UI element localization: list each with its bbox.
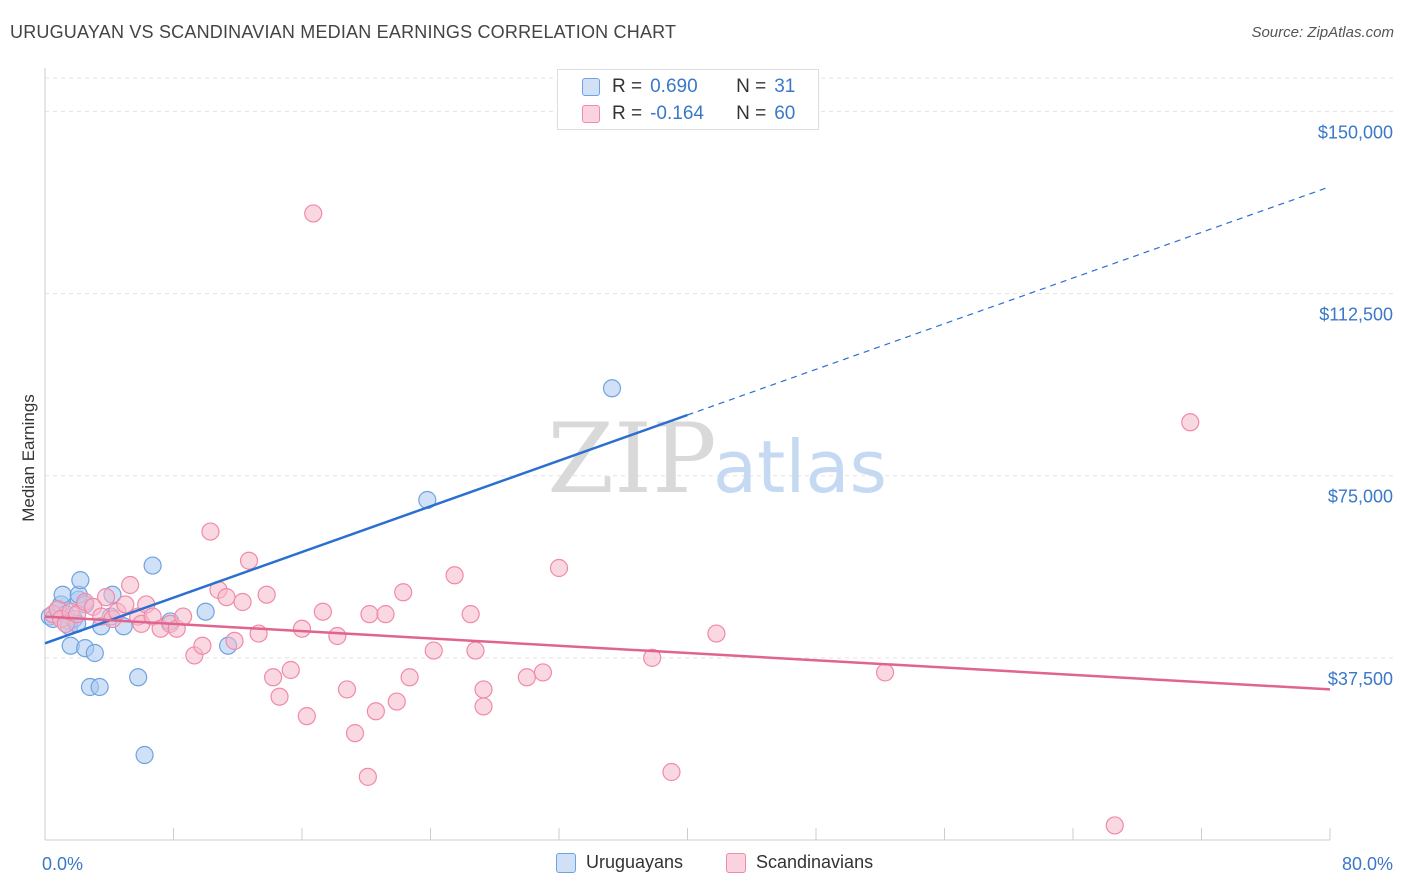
trend-extension-uruguayans [687,186,1331,416]
data-point-scandinavians [233,592,252,612]
trend-line-uruguayans [44,413,688,645]
data-point-scandinavians [225,631,244,650]
data-point-scandinavians [96,588,116,607]
data-point-scandinavians [1181,413,1200,432]
stats-legend: R = 0.690 N = 31 R = -0.164 N = 60 [557,69,819,130]
series-uruguayans [40,379,622,765]
data-point-scandinavians [337,680,357,699]
data-point-scandinavians [174,607,193,626]
data-point-scandinavians [662,762,681,782]
legend-label-scandinavians: Scandinavians [756,852,874,872]
data-point-scandinavians [257,585,276,604]
data-point-scandinavians [116,595,135,614]
data-point-uruguayans [71,571,90,590]
data-point-scandinavians [360,605,379,624]
legend-row-uruguayans: R = 0.690 N = 31 [582,74,795,100]
data-point-scandinavians [400,668,419,687]
watermark: ZIP atlas [547,403,887,515]
legend-item-scandinavians[interactable]: Scandinavians [726,852,873,873]
x-tick-label-max: 80.0% [1342,854,1393,874]
data-point-scandinavians [313,602,332,621]
data-point-scandinavians [466,641,485,660]
points-layer [40,204,1200,835]
y-tick-label: $37,500 [1328,669,1393,689]
data-point-scandinavians [387,692,406,711]
data-point-scandinavians [328,626,347,646]
data-point-scandinavians [875,663,895,682]
y-tick-label: $75,000 [1328,487,1393,507]
data-point-scandinavians [1105,816,1124,835]
legend-r-label: R = [612,103,643,124]
legend-swatch-scandinavians [726,852,746,873]
data-point-scandinavians [292,619,312,638]
chart-title: URUGUAYAN VS SCANDINAVIAN MEDIAN EARNING… [10,22,677,42]
data-point-scandinavians [366,702,385,721]
data-point-scandinavians [517,668,536,687]
data-point-scandinavians [445,566,464,585]
data-point-scandinavians [297,707,316,726]
legend-row-scandinavians: R = -0.164 N = 60 [582,101,795,127]
trend-line-scandinavians [44,615,1331,691]
data-point-scandinavians [549,558,569,578]
legend-r-label: R = [612,76,643,97]
y-tick-label: $112,500 [1319,305,1393,325]
data-point-uruguayans [135,745,154,765]
data-point-scandinavians [424,641,443,660]
legend-label-uruguayans: Uruguayans [586,852,684,872]
data-point-scandinavians [263,668,283,687]
data-point-scandinavians [461,605,480,624]
data-point-scandinavians [474,680,493,699]
data-point-scandinavians [643,648,662,667]
data-point-scandinavians [239,551,259,570]
legend-r-value: -0.164 [650,103,704,124]
data-point-scandinavians [394,583,413,602]
data-point-scandinavians [121,575,140,595]
y-axis-title: Median Earnings [19,394,38,522]
chart-source: Source: ZipAtlas.com [1251,24,1394,41]
legend-swatch-uruguayans [582,78,600,96]
y-tick-label: $150,000 [1318,122,1393,142]
legend-r-value: 0.690 [650,76,698,97]
data-point-scandinavians [376,605,395,624]
data-point-scandinavians [193,636,212,655]
series-scandinavians [43,204,1200,835]
watermark-atlas: atlas [713,425,887,509]
data-point-uruguayans [143,556,162,575]
legend-n-value: 60 [774,103,796,124]
axis-layer [44,68,1331,841]
data-point-scandinavians [474,697,493,716]
legend-n-value: 31 [774,76,796,97]
data-point-scandinavians [217,588,236,607]
data-point-scandinavians [345,724,365,743]
label-layer: $37,500 $75,000 $112,500 $150,000 0.0% 80.0% M… [19,122,1393,874]
legend-n-label: N = [736,76,767,97]
data-point-scandinavians [304,204,323,223]
legend-swatch-scandinavians [582,105,600,123]
legend-item-uruguayans[interactable]: Uruguayans [556,852,683,873]
legend-swatch-uruguayans [556,852,576,873]
series-legend: Uruguayans Scandinavians [0,852,1406,878]
watermark-zip: ZIP [547,403,716,515]
data-point-uruguayans [85,643,104,663]
data-point-scandinavians [358,767,377,786]
data-point-scandinavians [707,624,726,643]
data-point-scandinavians [533,663,553,682]
data-point-uruguayans [90,677,109,697]
data-point-uruguayans [602,379,622,398]
data-point-scandinavians [281,660,300,680]
data-point-uruguayans [129,668,148,687]
trend-layer [44,186,1331,691]
data-point-scandinavians [270,687,289,706]
data-point-uruguayans [196,602,215,621]
legend-n-label: N = [736,103,767,124]
data-point-scandinavians [201,522,220,541]
x-tick-label-min: 0.0% [42,854,83,874]
